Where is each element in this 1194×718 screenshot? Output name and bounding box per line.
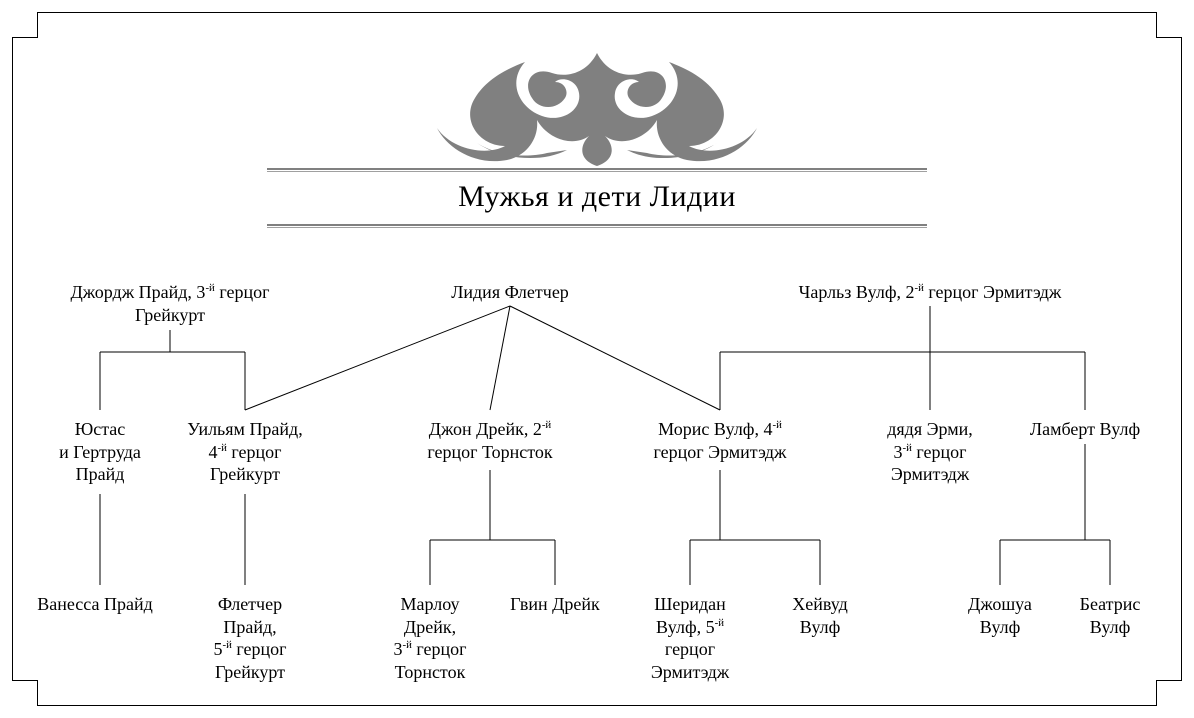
tree-node-vanessa: Ванесса Прайд [15, 593, 175, 616]
tree-node-john: Джон Дрейк, 2-йгерцог Торнсток [395, 418, 585, 463]
flourish-icon [407, 38, 787, 173]
frame-corner [1156, 680, 1182, 706]
tree-node-lydia: Лидия Флетчер [410, 281, 610, 304]
tree-node-maurice: Морис Вулф, 4-йгерцог Эрмитэдж [625, 418, 815, 463]
title-block: Мужья и дети Лидии [267, 168, 927, 228]
title-rule-bottom [267, 224, 927, 228]
tree-node-sheridan: ШериданВулф, 5-йгерцогЭрмитэдж [620, 593, 760, 683]
tree-node-lambert: Ламберт Вулф [1010, 418, 1160, 441]
tree-node-uncle: дядя Эрми,3-й герцогЭрмитэдж [860, 418, 1000, 486]
tree-node-beatrice: БеатрисВулф [1050, 593, 1170, 638]
tree-node-charles: Чарльз Вулф, 2-й герцог Эрмитэдж [765, 281, 1095, 304]
tree-node-heywood: ХейвудВулф [760, 593, 880, 638]
frame-corner [1156, 12, 1182, 38]
tree-node-william: Уильям Прайд,4-й герцогГрейкурт [165, 418, 325, 486]
frame-corner [12, 12, 38, 38]
frame-corner [12, 680, 38, 706]
tree-node-gwyn: Гвин Дрейк [485, 593, 625, 616]
tree-node-marlow: МарлоуДрейк,3-й герцогТорнсток [360, 593, 500, 683]
tree-node-george: Джордж Прайд, 3-й герцогГрейкурт [40, 281, 300, 326]
tree-node-joshua: ДжошуаВулф [940, 593, 1060, 638]
page-title: Мужья и дети Лидии [267, 172, 927, 224]
tree-node-eustace: Юстаси ГертрудаПрайд [35, 418, 165, 486]
tree-node-fletcher: ФлетчерПрайд,5-й герцогГрейкурт [180, 593, 320, 683]
